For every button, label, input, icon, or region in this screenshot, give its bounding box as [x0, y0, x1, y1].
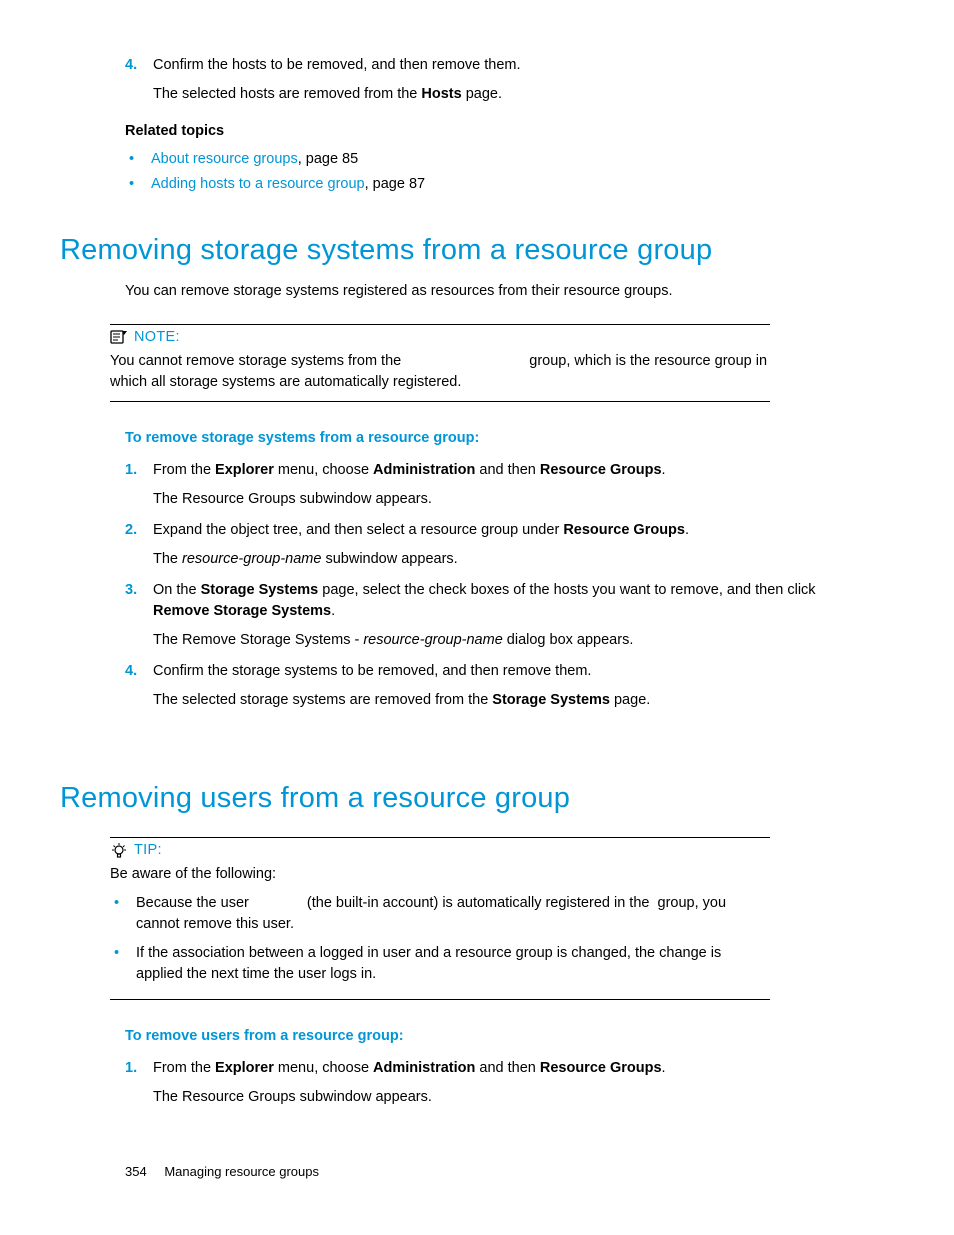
bullet-icon: •	[114, 943, 136, 985]
step-sub-c: page.	[462, 86, 502, 102]
rule	[110, 401, 770, 402]
step-sub: The Resource Groups subwindow appears.	[153, 489, 864, 510]
t: Confirm the storage systems to be remove…	[153, 663, 591, 679]
administration-bold: Administration	[373, 1060, 475, 1076]
list-number: 1.	[125, 460, 153, 510]
step-text: Confirm the hosts to be removed, and the…	[153, 57, 521, 73]
t: From the	[153, 462, 215, 478]
t: subwindow appears.	[321, 551, 457, 567]
t: .	[662, 462, 666, 478]
storage-systems-bold: Storage Systems	[492, 692, 610, 708]
t: page.	[610, 692, 650, 708]
t: .	[685, 522, 689, 538]
link-suffix: , page 87	[365, 176, 425, 192]
t: The selected storage systems are removed…	[153, 692, 492, 708]
bullet-icon: •	[129, 172, 151, 197]
resource-group-name-italic: resource-group-name	[182, 551, 321, 567]
t: .	[331, 603, 335, 619]
remove-storage-systems-bold: Remove Storage Systems	[153, 603, 331, 619]
list-number: 2.	[125, 520, 153, 570]
step-3: 3. On the Storage Systems page, select t…	[125, 580, 864, 651]
step-sub: The Resource Groups subwindow appears.	[153, 1087, 864, 1108]
step-4-remove-hosts: 4. Confirm the hosts to be removed, and …	[125, 55, 864, 196]
bullet-icon: •	[129, 147, 151, 172]
related-topics-heading: Related topics	[125, 123, 864, 139]
heading-removing-users: Removing users from a resource group	[60, 782, 864, 815]
list-number: 4.	[125, 661, 153, 711]
note-text-a: You cannot remove storage systems from t…	[110, 353, 405, 369]
page-number: 354	[125, 1164, 147, 1179]
note-label: NOTE:	[134, 329, 180, 345]
heading-removing-storage-systems: Removing storage systems from a resource…	[60, 234, 864, 267]
t: menu, choose	[274, 1060, 373, 1076]
list-number: 3.	[125, 580, 153, 651]
related-item: • Adding hosts to a resource group, page…	[129, 172, 864, 197]
resource-groups-bold: Resource Groups	[540, 1060, 662, 1076]
t: Because the user	[136, 895, 253, 911]
administration-bold: Administration	[373, 462, 475, 478]
rule	[110, 324, 770, 325]
tip-label: TIP:	[134, 842, 162, 858]
resource-groups-bold: Resource Groups	[563, 522, 685, 538]
t: dialog box appears.	[503, 632, 634, 648]
document-page: 4. Confirm the hosts to be removed, and …	[0, 0, 954, 1235]
t: From the	[153, 1060, 215, 1076]
chapter-title: Managing resource groups	[164, 1164, 319, 1179]
page-footer: 354 Managing resource groups	[125, 1164, 319, 1179]
t: and then	[475, 462, 540, 478]
step-4: 4. Confirm the storage systems to be rem…	[125, 661, 864, 711]
t: The	[153, 551, 182, 567]
hosts-bold: Hosts	[421, 86, 461, 102]
procedure-heading: To remove users from a resource group:	[125, 1028, 864, 1044]
note-icon	[110, 329, 128, 345]
link-suffix: , page 85	[298, 151, 358, 167]
list-number: 1.	[125, 1058, 153, 1108]
explorer-bold: Explorer	[215, 462, 274, 478]
bullet-icon: •	[114, 893, 136, 935]
rule	[110, 837, 770, 838]
t: On the	[153, 582, 201, 598]
section-intro: You can remove storage systems registere…	[125, 281, 864, 302]
t: page, select the check boxes of the host…	[318, 582, 815, 598]
step-1: 1. From the Explorer menu, choose Admini…	[125, 460, 864, 510]
t: (the built-in account) is automatically …	[303, 895, 654, 911]
resource-group-name-italic: resource-group-name	[363, 632, 502, 648]
link-adding-hosts[interactable]: Adding hosts to a resource group	[151, 176, 365, 192]
tip-bullet-1: • Because the user (the built-in account…	[114, 893, 770, 935]
storage-systems-bold: Storage Systems	[201, 582, 319, 598]
explorer-bold: Explorer	[215, 1060, 274, 1076]
resource-groups-bold: Resource Groups	[540, 462, 662, 478]
tip-bullet-2: • If the association between a logged in…	[114, 943, 770, 985]
t: and then	[475, 1060, 540, 1076]
related-item: • About resource groups, page 85	[129, 147, 864, 172]
step-1: 1. From the Explorer menu, choose Admini…	[125, 1058, 864, 1108]
list-number: 4.	[125, 55, 153, 105]
t: If the association between a logged in u…	[136, 943, 770, 985]
step-2: 2. Expand the object tree, and then sele…	[125, 520, 864, 570]
rule	[110, 999, 770, 1000]
step-body: Confirm the hosts to be removed, and the…	[153, 55, 864, 105]
note-callout: NOTE: You cannot remove storage systems …	[110, 324, 864, 402]
tip-intro: Be aware of the following:	[110, 864, 770, 885]
procedure-heading: To remove storage systems from a resourc…	[125, 430, 864, 446]
t: Expand the object tree, and then select …	[153, 522, 563, 538]
link-about-resource-groups[interactable]: About resource groups	[151, 151, 298, 167]
tip-callout: TIP: Be aware of the following: • Becaus…	[110, 837, 864, 1000]
t: The Remove Storage Systems -	[153, 632, 363, 648]
step-sub-a: The selected hosts are removed from the	[153, 86, 421, 102]
tip-icon	[110, 842, 128, 858]
t: menu, choose	[274, 462, 373, 478]
t: .	[662, 1060, 666, 1076]
